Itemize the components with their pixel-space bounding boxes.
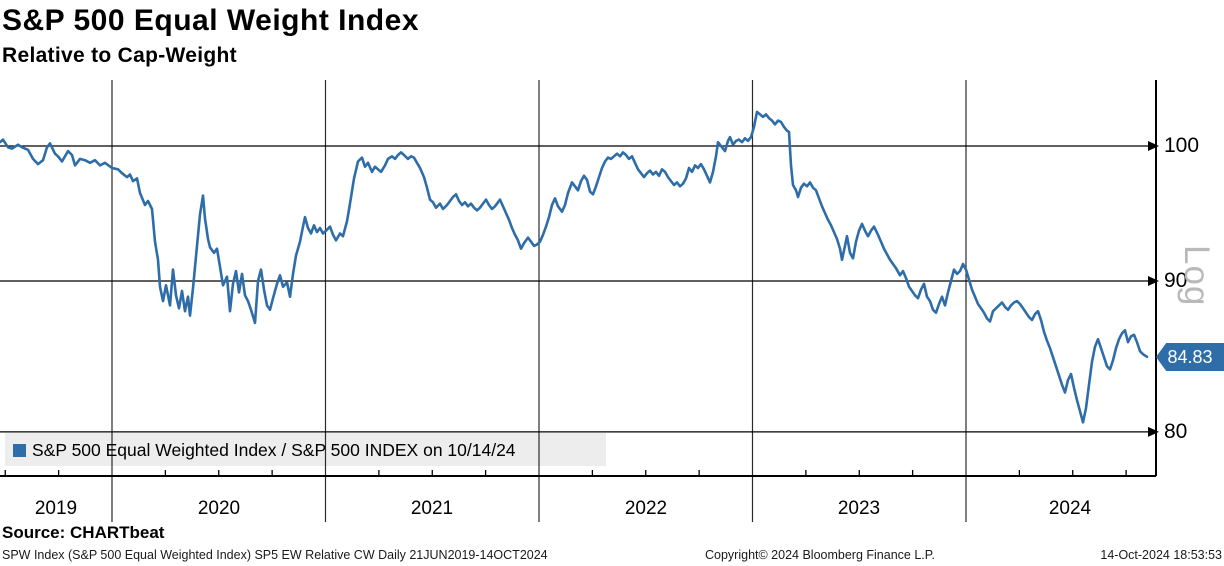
- footer-ticker-info: SPW Index (S&P 500 Equal Weighted Index)…: [2, 548, 548, 562]
- source-line: Source: CHARTbeat: [2, 523, 165, 542]
- page-subtitle: Relative to Cap-Weight: [2, 44, 237, 67]
- x-tick-2022: 2022: [624, 498, 668, 519]
- footer-timestamp: 14-Oct-2024 18:53:53: [1100, 548, 1222, 562]
- x-tick-2019: 2019: [34, 498, 78, 519]
- footer-copyright: Copyright© 2024 Bloomberg Finance L.P.: [705, 548, 935, 562]
- legend-label: S&P 500 Equal Weighted Index / S&P 500 I…: [32, 439, 516, 460]
- legend-item[interactable]: S&P 500 Equal Weighted Index / S&P 500 I…: [13, 440, 516, 460]
- y-tick-80: 80: [1164, 420, 1188, 443]
- page-title: S&P 500 Equal Weight Index: [2, 4, 420, 37]
- x-tick-2023: 2023: [837, 498, 881, 519]
- y-tick-100: 100: [1164, 134, 1200, 157]
- x-tick-2020: 2020: [197, 498, 241, 519]
- x-tick-2024: 2024: [1048, 498, 1092, 519]
- last-price-badge: 84.83: [1156, 343, 1224, 371]
- x-tick-2021: 2021: [410, 498, 454, 519]
- y-tick-90: 90: [1164, 269, 1188, 292]
- legend-series-marker-icon: [13, 443, 26, 457]
- log-scale-label: Log: [1177, 245, 1216, 307]
